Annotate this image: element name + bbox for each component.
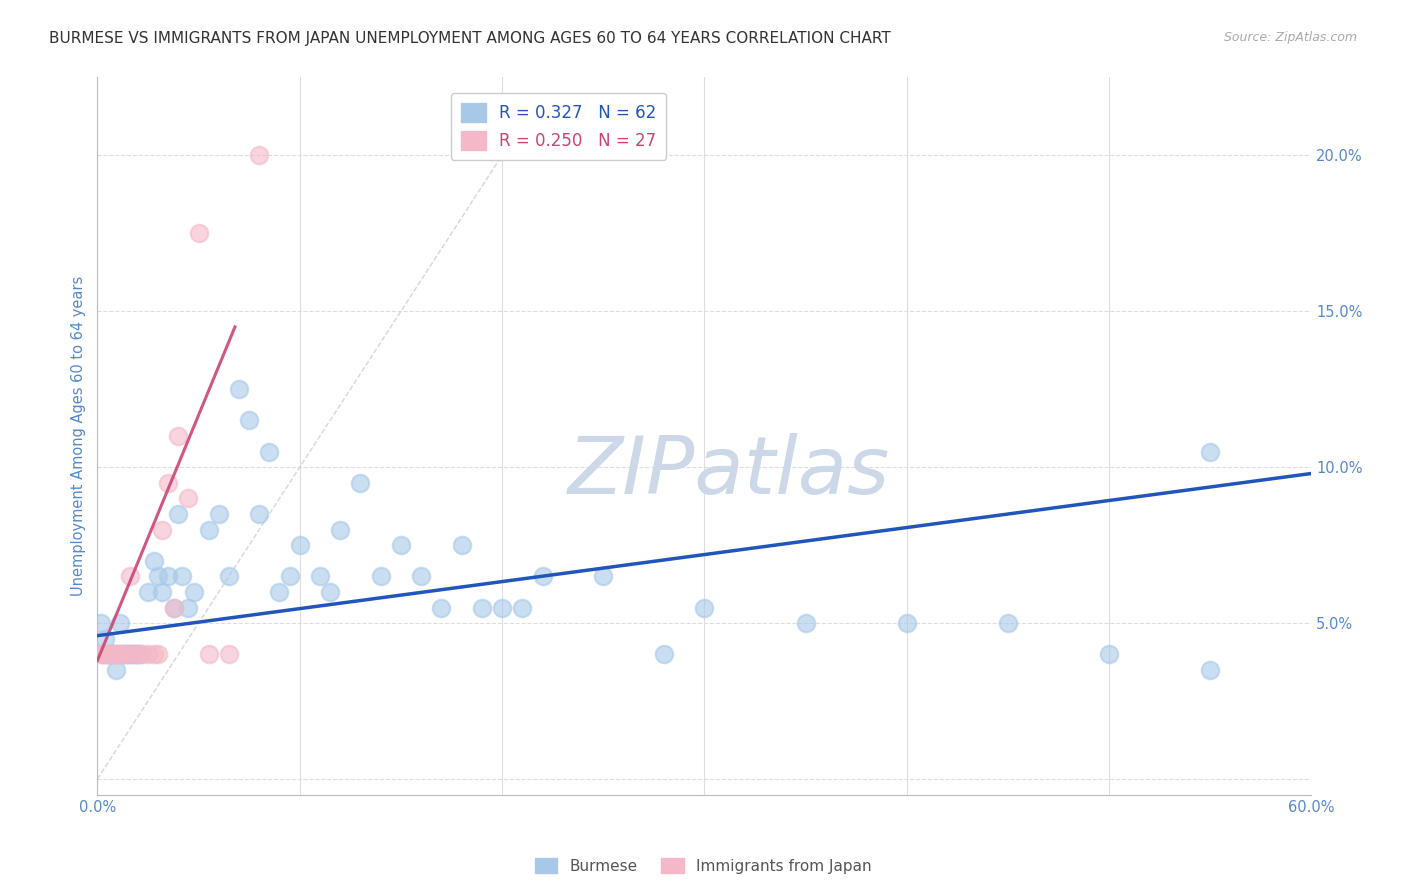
Point xyxy=(389,538,412,552)
Point xyxy=(1199,444,1222,458)
Point xyxy=(187,227,209,241)
Text: Source: ZipAtlas.com: Source: ZipAtlas.com xyxy=(1223,31,1357,45)
Y-axis label: Unemployment Among Ages 60 to 64 years: Unemployment Among Ages 60 to 64 years xyxy=(72,276,86,596)
Point xyxy=(183,585,205,599)
Point xyxy=(131,648,153,662)
Point xyxy=(157,569,180,583)
Point xyxy=(96,648,118,662)
Text: ZIPatlas: ZIPatlas xyxy=(568,433,890,511)
Point xyxy=(259,444,281,458)
Point xyxy=(146,569,169,583)
Point xyxy=(127,648,149,662)
Point xyxy=(238,413,260,427)
Point xyxy=(117,648,139,662)
Point xyxy=(146,648,169,662)
Point xyxy=(430,600,453,615)
Point xyxy=(997,616,1019,631)
Point xyxy=(143,554,166,568)
Point xyxy=(108,616,131,631)
Point xyxy=(218,648,240,662)
Point xyxy=(693,600,716,615)
Point xyxy=(531,569,554,583)
Point xyxy=(100,648,122,662)
Point xyxy=(896,616,918,631)
Point xyxy=(150,523,173,537)
Point xyxy=(103,648,125,662)
Point xyxy=(510,600,533,615)
Point xyxy=(197,648,219,662)
Point xyxy=(98,648,121,662)
Point xyxy=(136,648,159,662)
Point xyxy=(93,648,115,662)
Point xyxy=(90,648,112,662)
Point xyxy=(491,600,513,615)
Point xyxy=(167,507,190,521)
Point xyxy=(118,569,141,583)
Point xyxy=(471,600,494,615)
Point xyxy=(90,616,112,631)
Point xyxy=(111,648,134,662)
Point xyxy=(1199,663,1222,677)
Point xyxy=(104,663,127,677)
Point xyxy=(172,569,194,583)
Point xyxy=(228,382,250,396)
Point xyxy=(103,648,125,662)
Point xyxy=(177,491,200,506)
Text: BURMESE VS IMMIGRANTS FROM JAPAN UNEMPLOYMENT AMONG AGES 60 TO 64 YEARS CORRELAT: BURMESE VS IMMIGRANTS FROM JAPAN UNEMPLO… xyxy=(49,31,891,46)
Point xyxy=(100,648,122,662)
Point xyxy=(143,648,166,662)
Point xyxy=(96,648,118,662)
Point xyxy=(794,616,817,631)
Point xyxy=(104,648,127,662)
Point xyxy=(125,648,148,662)
Point xyxy=(218,569,240,583)
Point xyxy=(114,648,136,662)
Legend: Burmese, Immigrants from Japan: Burmese, Immigrants from Japan xyxy=(529,852,877,880)
Legend: R = 0.327   N = 62, R = 0.250   N = 27: R = 0.327 N = 62, R = 0.250 N = 27 xyxy=(451,93,666,160)
Point xyxy=(136,585,159,599)
Point xyxy=(94,632,117,646)
Point xyxy=(163,600,186,615)
Point xyxy=(98,648,121,662)
Point xyxy=(122,648,145,662)
Point xyxy=(208,507,231,521)
Point xyxy=(157,475,180,490)
Point xyxy=(114,648,136,662)
Point xyxy=(127,648,149,662)
Point xyxy=(288,538,311,552)
Point xyxy=(592,569,614,583)
Point xyxy=(278,569,301,583)
Point xyxy=(163,600,186,615)
Point xyxy=(112,648,135,662)
Point xyxy=(309,569,332,583)
Point xyxy=(107,648,129,662)
Point xyxy=(409,569,432,583)
Point xyxy=(150,585,173,599)
Point xyxy=(247,507,270,521)
Point xyxy=(269,585,291,599)
Point xyxy=(329,523,352,537)
Point xyxy=(121,648,143,662)
Point xyxy=(167,429,190,443)
Point xyxy=(177,600,200,615)
Point xyxy=(652,648,675,662)
Point xyxy=(247,148,270,162)
Point xyxy=(94,648,117,662)
Point xyxy=(319,585,342,599)
Point xyxy=(450,538,472,552)
Point xyxy=(349,475,371,490)
Point xyxy=(111,648,134,662)
Point xyxy=(118,648,141,662)
Point xyxy=(1098,648,1121,662)
Point xyxy=(197,523,219,537)
Point xyxy=(93,648,115,662)
Point xyxy=(122,648,145,662)
Point xyxy=(128,648,150,662)
Point xyxy=(370,569,392,583)
Point xyxy=(107,648,129,662)
